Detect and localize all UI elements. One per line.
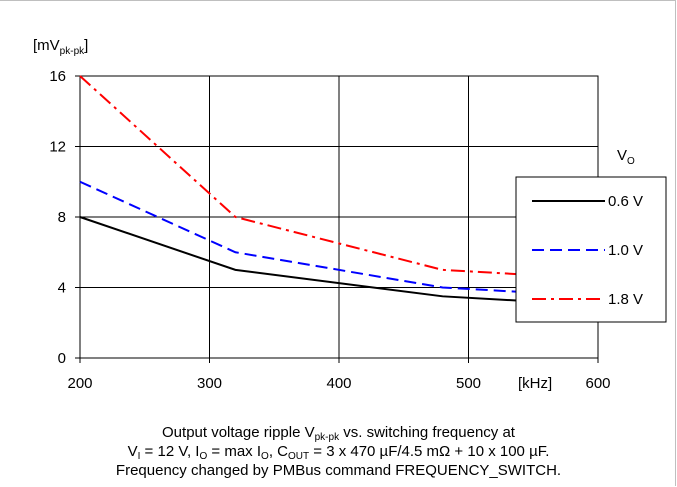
y-tick-label: 4 [58, 280, 66, 297]
x-tick-label: 400 [326, 375, 351, 392]
x-axis-unit: [kHz] [518, 375, 553, 392]
series-line [79, 75, 599, 280]
legend-label: 1.0 V [608, 242, 643, 259]
x-tick-label: 600 [585, 375, 610, 392]
caption-line-2: VI = 12 V, IO = max IO, COUT = 3 x 470 µ… [127, 443, 550, 462]
y-axis-unit: [mVpk-pk] [33, 37, 89, 57]
x-tick-label: 200 [67, 375, 92, 392]
x-tick-label: 500 [456, 375, 481, 392]
chart-caption: Output voltage ripple Vpk-pk vs. switchi… [0, 424, 677, 479]
tick-labels: 200 300 400 500 600 0 4 8 12 16 [49, 68, 610, 392]
y-tick-label: 8 [58, 209, 66, 226]
caption-line-1: Output voltage ripple Vpk-pk vs. switchi… [162, 424, 515, 443]
ripple-chart: 200 300 400 500 600 0 4 8 12 16 0.6 V 1.0 V 1.8 V [49, 68, 667, 392]
legend-label: 0.6 V [608, 193, 643, 210]
y-tick-label: 16 [49, 68, 66, 85]
y-tick-label: 12 [49, 139, 66, 156]
legend-entries: 0.6 V 1.0 V 1.8 V [532, 193, 643, 308]
legend-label: 1.8 V [608, 291, 643, 308]
y-tick-label: 0 [58, 350, 66, 367]
caption-line-3: Frequency changed by PMBus command FREQU… [115, 462, 562, 479]
x-tick-label: 300 [197, 375, 222, 392]
legend-title: VO [617, 147, 635, 167]
